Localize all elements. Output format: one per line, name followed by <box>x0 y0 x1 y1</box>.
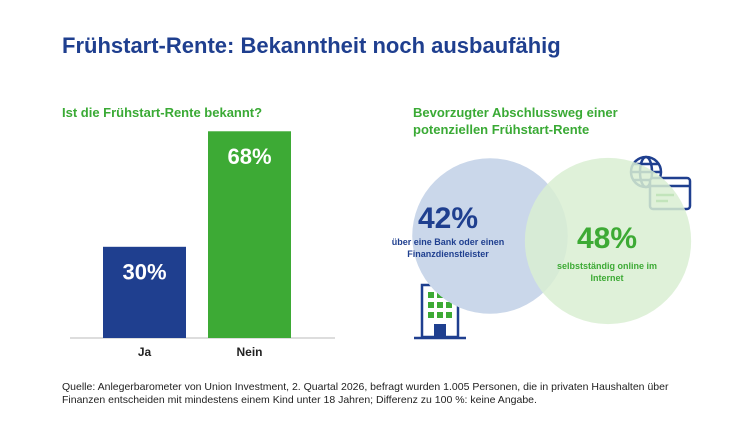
source-note: Quelle: Anlegerbarometer von Union Inves… <box>62 381 669 406</box>
x-tick-label: Nein <box>236 345 262 359</box>
bar <box>103 246 186 338</box>
value-label: 48% <box>577 222 637 255</box>
bar <box>208 131 291 338</box>
value-label: 42% <box>418 202 478 235</box>
bubble-label: über eine Bank oder einen Finanzdienstle… <box>391 237 505 259</box>
bubble-label: selbstständig online im Internet <box>556 261 657 283</box>
bubble-chart-title: Bevorzugter Abschlussweg einer potenziel… <box>413 105 618 137</box>
page-title: Frühstart-Rente: Bekanntheit noch ausbau… <box>62 33 561 58</box>
bubble <box>524 157 692 325</box>
bubble <box>412 158 568 314</box>
bar-chart-title: Ist die Frühstart-Rente bekannt? <box>62 105 263 120</box>
x-tick-label: Ja <box>138 345 152 359</box>
value-label: 68% <box>227 144 271 169</box>
value-label: 30% <box>122 260 166 285</box>
